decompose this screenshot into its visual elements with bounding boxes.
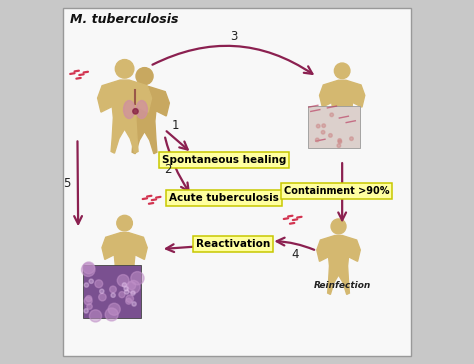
Circle shape <box>90 310 101 322</box>
Circle shape <box>108 303 120 315</box>
Text: 4: 4 <box>291 248 299 261</box>
Polygon shape <box>98 80 152 153</box>
Circle shape <box>122 283 127 287</box>
Text: M. tuberculosis: M. tuberculosis <box>70 13 179 26</box>
Circle shape <box>95 280 103 288</box>
Circle shape <box>100 289 104 293</box>
Circle shape <box>338 140 342 143</box>
Circle shape <box>109 286 116 293</box>
Circle shape <box>322 124 326 127</box>
Text: Reinfection: Reinfection <box>313 281 371 290</box>
Circle shape <box>136 68 153 85</box>
Circle shape <box>84 297 92 305</box>
Polygon shape <box>120 87 169 154</box>
Circle shape <box>316 124 320 128</box>
Circle shape <box>337 144 341 147</box>
Circle shape <box>133 108 138 114</box>
Ellipse shape <box>124 100 135 119</box>
Text: 1: 1 <box>172 119 179 132</box>
Circle shape <box>84 309 88 313</box>
Circle shape <box>105 308 118 321</box>
Circle shape <box>338 139 341 142</box>
Text: 5: 5 <box>63 177 70 190</box>
Text: Reactivation: Reactivation <box>196 239 271 249</box>
Text: Acute tuberculosis: Acute tuberculosis <box>169 193 279 203</box>
Circle shape <box>111 293 115 297</box>
Circle shape <box>128 282 136 290</box>
Circle shape <box>331 219 346 234</box>
Circle shape <box>334 63 350 79</box>
Polygon shape <box>317 236 360 294</box>
Text: Containment >90%: Containment >90% <box>284 186 390 196</box>
FancyBboxPatch shape <box>308 106 360 147</box>
Circle shape <box>328 134 332 137</box>
Text: 2: 2 <box>164 163 171 176</box>
Polygon shape <box>319 80 365 142</box>
Circle shape <box>126 298 132 304</box>
Circle shape <box>124 286 128 291</box>
Circle shape <box>125 290 129 294</box>
Circle shape <box>330 113 334 116</box>
Text: Spontaneous healing: Spontaneous healing <box>162 155 286 165</box>
Circle shape <box>115 60 134 78</box>
FancyBboxPatch shape <box>63 8 411 356</box>
Ellipse shape <box>136 100 147 119</box>
Circle shape <box>119 292 125 298</box>
Polygon shape <box>102 233 147 294</box>
FancyBboxPatch shape <box>83 265 141 318</box>
Circle shape <box>127 280 140 293</box>
Circle shape <box>89 279 93 284</box>
Circle shape <box>131 291 135 295</box>
Circle shape <box>84 283 89 287</box>
Circle shape <box>99 293 106 301</box>
Circle shape <box>86 296 92 302</box>
Circle shape <box>350 137 353 141</box>
Circle shape <box>126 295 134 302</box>
Circle shape <box>87 304 92 309</box>
Circle shape <box>132 302 136 306</box>
Circle shape <box>131 272 144 285</box>
Circle shape <box>82 263 95 276</box>
Circle shape <box>117 274 129 286</box>
Text: 3: 3 <box>230 31 237 43</box>
Circle shape <box>321 130 325 134</box>
Circle shape <box>316 138 319 142</box>
Circle shape <box>117 215 132 231</box>
Circle shape <box>83 262 95 274</box>
